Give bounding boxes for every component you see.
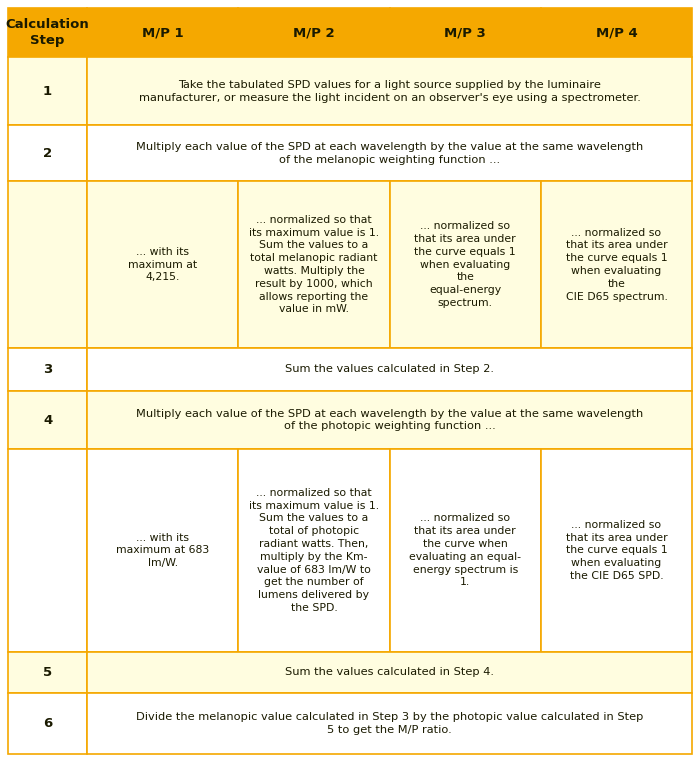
FancyBboxPatch shape (8, 181, 87, 347)
FancyBboxPatch shape (8, 347, 87, 391)
FancyBboxPatch shape (87, 8, 239, 57)
FancyBboxPatch shape (87, 450, 239, 652)
Text: ... normalized so
that its area under
the curve equals 1
when evaluating
the
CIE: ... normalized so that its area under th… (566, 228, 667, 302)
Text: 3: 3 (43, 363, 52, 376)
Text: Calculation
Step: Calculation Step (6, 18, 90, 47)
Text: ... normalized so
that its area under
the curve equals 1
when evaluating
the CIE: ... normalized so that its area under th… (566, 520, 667, 581)
FancyBboxPatch shape (239, 8, 390, 57)
FancyBboxPatch shape (8, 8, 87, 57)
FancyBboxPatch shape (87, 391, 692, 450)
FancyBboxPatch shape (87, 652, 692, 693)
Text: ... normalized so that
its maximum value is 1.
Sum the values to a
total melanop: ... normalized so that its maximum value… (249, 215, 379, 315)
Text: 5: 5 (43, 666, 52, 679)
FancyBboxPatch shape (8, 652, 87, 693)
FancyBboxPatch shape (87, 693, 692, 754)
FancyBboxPatch shape (8, 125, 87, 181)
Text: Take the tabulated SPD values for a light source supplied by the luminaire
manuf: Take the tabulated SPD values for a ligh… (139, 80, 640, 103)
Text: 1: 1 (43, 85, 52, 98)
Text: M/P 2: M/P 2 (293, 26, 335, 39)
FancyBboxPatch shape (8, 391, 87, 450)
Text: 4: 4 (43, 414, 52, 427)
Text: Sum the values calculated in Step 2.: Sum the values calculated in Step 2. (285, 364, 494, 374)
FancyBboxPatch shape (541, 181, 692, 347)
Text: ... with its
maximum at 683
lm/W.: ... with its maximum at 683 lm/W. (116, 533, 209, 568)
FancyBboxPatch shape (390, 181, 541, 347)
FancyBboxPatch shape (8, 450, 87, 652)
Text: ... normalized so that
its maximum value is 1.
Sum the values to a
total of phot: ... normalized so that its maximum value… (249, 488, 379, 613)
FancyBboxPatch shape (239, 181, 390, 347)
FancyBboxPatch shape (541, 8, 692, 57)
FancyBboxPatch shape (87, 125, 692, 181)
FancyBboxPatch shape (390, 450, 541, 652)
Text: 2: 2 (43, 146, 52, 160)
FancyBboxPatch shape (87, 57, 692, 125)
FancyBboxPatch shape (239, 450, 390, 652)
Text: ... normalized so
that its area under
the curve equals 1
when evaluating
the
equ: ... normalized so that its area under th… (414, 221, 516, 308)
FancyBboxPatch shape (87, 347, 692, 391)
Text: Multiply each value of the SPD at each wavelength by the value at the same wavel: Multiply each value of the SPD at each w… (136, 142, 643, 165)
FancyBboxPatch shape (8, 693, 87, 754)
Text: Multiply each value of the SPD at each wavelength by the value at the same wavel: Multiply each value of the SPD at each w… (136, 408, 643, 431)
Text: Sum the values calculated in Step 4.: Sum the values calculated in Step 4. (285, 668, 494, 677)
FancyBboxPatch shape (87, 181, 239, 347)
FancyBboxPatch shape (541, 450, 692, 652)
Text: M/P 4: M/P 4 (596, 26, 637, 39)
Text: Divide the melanopic value calculated in Step 3 by the photopic value calculated: Divide the melanopic value calculated in… (136, 712, 643, 735)
Text: ... with its
maximum at
4,215.: ... with its maximum at 4,215. (128, 247, 197, 283)
Text: M/P 1: M/P 1 (142, 26, 183, 39)
Text: ... normalized so
that its area under
the curve when
evaluating an equal-
energy: ... normalized so that its area under th… (410, 514, 522, 588)
FancyBboxPatch shape (390, 8, 541, 57)
Text: M/P 3: M/P 3 (444, 26, 486, 39)
Text: 6: 6 (43, 717, 52, 730)
FancyBboxPatch shape (8, 57, 87, 125)
